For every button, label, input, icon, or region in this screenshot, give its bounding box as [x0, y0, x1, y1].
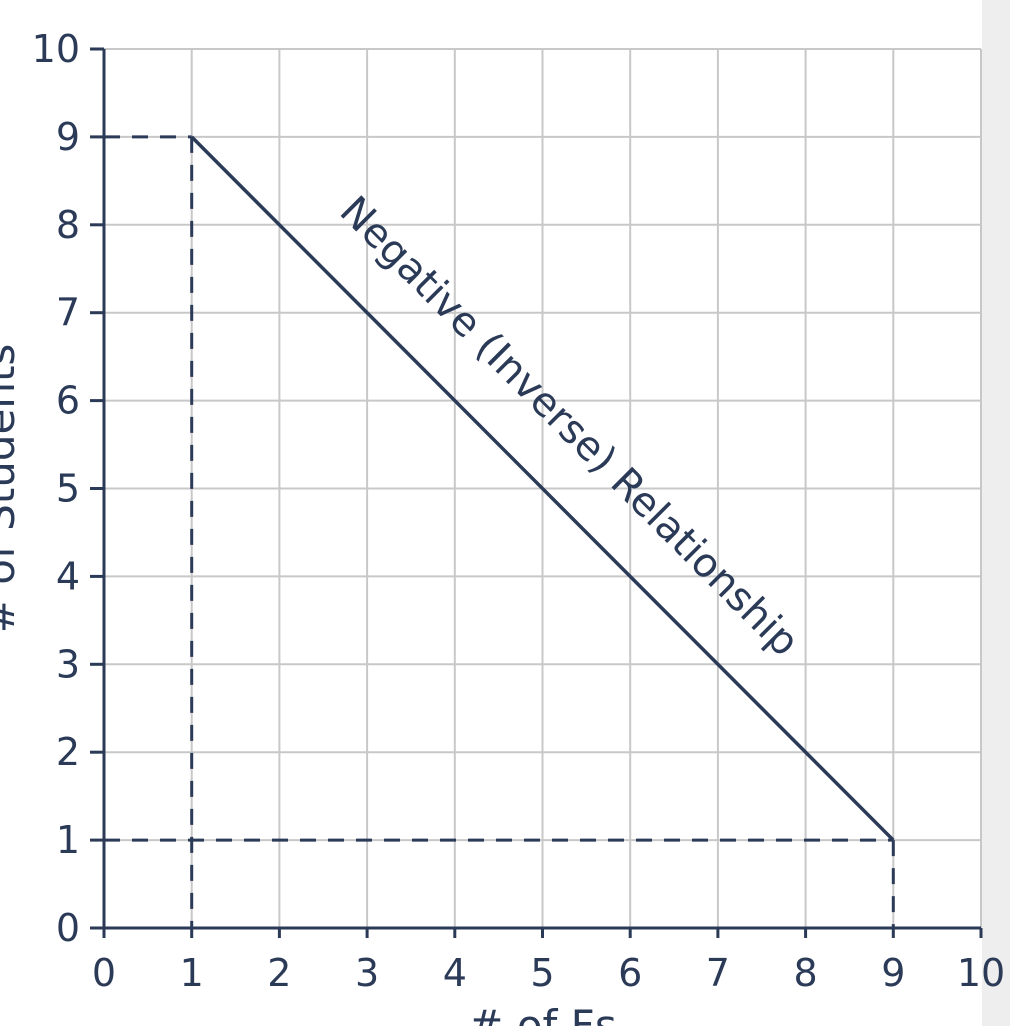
x-tick-label: 5 — [530, 951, 554, 995]
y-tick-label: 6 — [56, 379, 80, 423]
x-tick-label: 4 — [443, 951, 467, 995]
y-tick-label: 3 — [56, 642, 80, 686]
y-tick-label: 1 — [56, 818, 80, 862]
guide-lines — [104, 135, 895, 928]
y-tick-label: 9 — [56, 115, 80, 159]
x-tick-label: 9 — [881, 951, 905, 995]
x-tick-label: 3 — [355, 951, 379, 995]
series-line — [190, 135, 895, 842]
y-tick-label: 2 — [56, 730, 80, 774]
x-tick-label: 0 — [92, 951, 116, 995]
x-tick-label: 2 — [267, 951, 291, 995]
series-group — [190, 135, 895, 842]
ticks — [90, 47, 983, 938]
x-axis-title: # of Fs — [468, 1001, 616, 1026]
y-tick-label: 5 — [56, 467, 80, 511]
y-tick-label: 10 — [32, 27, 80, 71]
x-tick-label: 8 — [794, 951, 818, 995]
y-tick-label: 8 — [56, 203, 80, 247]
x-tick-label: 6 — [618, 951, 642, 995]
panel-edge — [982, 0, 1010, 1026]
y-tick-label: 4 — [56, 554, 80, 598]
y-axis-title: # of Students — [0, 344, 24, 634]
y-tick-label: 0 — [56, 906, 80, 950]
y-tick-label: 7 — [56, 291, 80, 335]
x-tick-label: 7 — [706, 951, 730, 995]
x-tick-label: 1 — [180, 951, 204, 995]
x-tick-label: 10 — [957, 951, 1005, 995]
tick-labels: 0 1 2 3 4 5 6 7 8 9 10 0 1 2 3 4 5 6 7 8 9 10 — [32, 27, 1006, 995]
annotation-label: Negative (Inverse) Relationship — [331, 188, 808, 666]
